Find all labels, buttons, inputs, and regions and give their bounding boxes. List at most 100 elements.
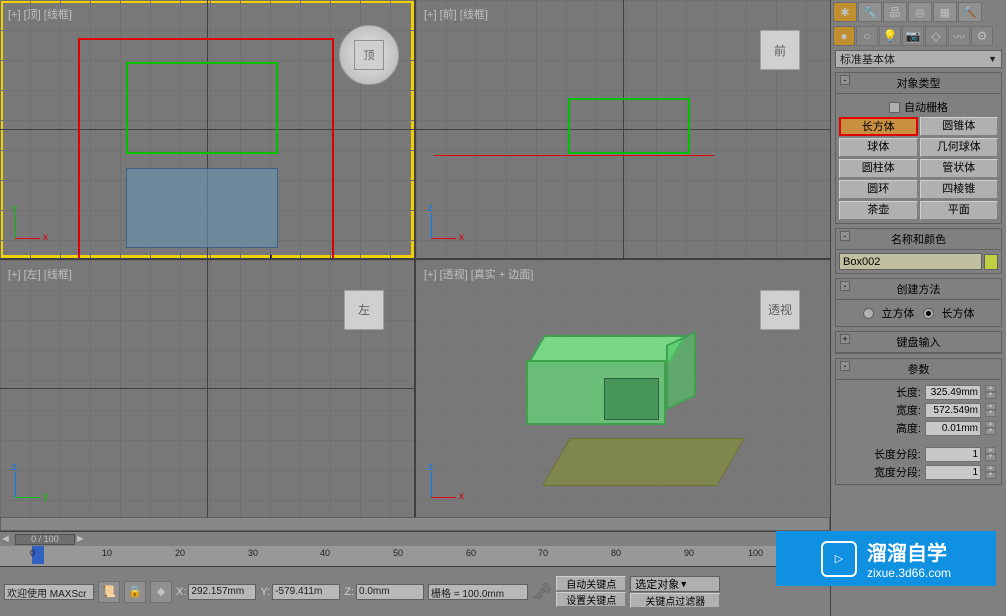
object-name-input[interactable] bbox=[839, 253, 982, 270]
rollout-toggle-icon[interactable]: - bbox=[840, 75, 850, 85]
lseg-label: 长度分段: bbox=[874, 446, 921, 462]
perspective-scene bbox=[516, 330, 726, 470]
wseg-down[interactable]: ▼ bbox=[985, 472, 996, 479]
viewport-left-label[interactable]: [+] [左] [线框] bbox=[8, 266, 72, 282]
lights-icon[interactable]: 💡 bbox=[879, 26, 901, 46]
viewcube-persp[interactable]: 透视 bbox=[760, 290, 800, 330]
coord-y-label: Y: bbox=[260, 586, 270, 598]
lock-icon[interactable]: 🔒 bbox=[124, 581, 146, 603]
coord-x-label: X: bbox=[176, 586, 186, 598]
modify-tab-icon[interactable]: 🔧 bbox=[858, 2, 882, 22]
height-down[interactable]: ▼ bbox=[985, 428, 996, 435]
keyboard-header[interactable]: + 键盘输入 bbox=[836, 332, 1001, 353]
pyramid-button[interactable]: 四棱锥 bbox=[920, 180, 999, 199]
length-down[interactable]: ▼ bbox=[985, 392, 996, 399]
width-down[interactable]: ▼ bbox=[985, 410, 996, 417]
spacewarps-icon[interactable]: 〰 bbox=[948, 26, 970, 46]
height-input[interactable] bbox=[925, 421, 981, 436]
name-color-rollout: - 名称和颜色 bbox=[835, 228, 1002, 274]
watermark-url: zixue.3d66.com bbox=[867, 566, 951, 580]
viewport-left[interactable]: [+] [左] [线框] 左 y z bbox=[0, 260, 414, 518]
box-button[interactable]: 长方体 bbox=[839, 117, 918, 136]
chevron-down-icon: ▼ bbox=[988, 54, 997, 64]
viewport-front-label[interactable]: [+] [前] [线框] bbox=[424, 6, 488, 22]
wseg-up[interactable]: ▲ bbox=[985, 465, 996, 472]
coord-y-input[interactable] bbox=[272, 584, 340, 600]
length-input[interactable] bbox=[925, 385, 981, 400]
cameras-icon[interactable]: 📷 bbox=[902, 26, 924, 46]
lseg-down[interactable]: ▼ bbox=[985, 454, 996, 461]
geometry-icon[interactable]: ● bbox=[833, 26, 855, 46]
width-input[interactable] bbox=[925, 403, 981, 418]
hierarchy-tab-icon[interactable]: 品 bbox=[883, 2, 907, 22]
misc-icon[interactable]: ◆ bbox=[150, 581, 172, 603]
cone-button[interactable]: 圆锥体 bbox=[920, 117, 999, 136]
coord-z-input[interactable] bbox=[356, 584, 424, 600]
time-slider[interactable]: 0 / 100 bbox=[15, 534, 75, 545]
selected-dropdown[interactable]: 选定对象▼ bbox=[630, 576, 720, 592]
viewcube-front[interactable]: 前 bbox=[760, 30, 800, 70]
plane-button[interactable]: 平面 bbox=[920, 201, 999, 220]
display-tab-icon[interactable]: ▦ bbox=[933, 2, 957, 22]
auto-grid-checkbox[interactable] bbox=[889, 102, 900, 113]
params-header[interactable]: - 参数 bbox=[836, 359, 1001, 380]
command-tabs: ✱ 🔧 品 ◎ ▦ 🔨 bbox=[831, 0, 1006, 24]
cylinder-button[interactable]: 圆柱体 bbox=[839, 159, 918, 178]
status-bar: 欢迎使用 MAXScr 📜 🔒 ◆ X: Y: Z: 栅格 = 100.0mm … bbox=[0, 566, 830, 616]
length-label: 长度: bbox=[896, 384, 921, 400]
height-up[interactable]: ▲ bbox=[985, 421, 996, 428]
viewport-perspective[interactable]: [+] [透视] [真实 + 边面] 透视 x z bbox=[416, 260, 830, 518]
cursor-icon: ✛ bbox=[265, 252, 277, 258]
viewport-scrollbar[interactable] bbox=[0, 517, 830, 531]
auto-key-button[interactable]: 自动关键点 bbox=[556, 576, 626, 591]
sphere-button[interactable]: 球体 bbox=[839, 138, 918, 157]
lseg-up[interactable]: ▲ bbox=[985, 447, 996, 454]
viewport-top[interactable]: [+] [顶] [线框] 顶 ✛ x y bbox=[0, 0, 414, 258]
object-color-swatch[interactable] bbox=[984, 254, 998, 270]
primitives-dropdown[interactable]: 标准基本体 ▼ bbox=[835, 50, 1002, 68]
length-up[interactable]: ▲ bbox=[985, 385, 996, 392]
slider-arrow-left[interactable]: ◄ bbox=[0, 533, 11, 545]
viewport-persp-label[interactable]: [+] [透视] [真实 + 边面] bbox=[424, 266, 533, 282]
creation-method-header[interactable]: - 创建方法 bbox=[836, 279, 1001, 300]
command-panel: ✱ 🔧 品 ◎ ▦ 🔨 ● ○ 💡 📷 ◇ 〰 ⚙ 标准基本体 ▼ - bbox=[830, 0, 1006, 616]
lseg-input[interactable] bbox=[925, 447, 981, 462]
viewcube-left[interactable]: 左 bbox=[344, 290, 384, 330]
green-object-top bbox=[126, 62, 278, 154]
torus-button[interactable]: 圆环 bbox=[839, 180, 918, 199]
object-type-rollout: - 对象类型 自动栅格 长方体 圆锥体 球体 几何球体 圆柱体 管状体 圆环 四… bbox=[835, 72, 1002, 224]
shapes-icon[interactable]: ○ bbox=[856, 26, 878, 46]
create-subtabs: ● ○ 💡 📷 ◇ 〰 ⚙ bbox=[831, 24, 1006, 48]
geosphere-button[interactable]: 几何球体 bbox=[920, 138, 999, 157]
teapot-button[interactable]: 茶壶 bbox=[839, 201, 918, 220]
helpers-icon[interactable]: ◇ bbox=[925, 26, 947, 46]
coord-x-input[interactable] bbox=[188, 584, 256, 600]
wseg-label: 宽度分段: bbox=[874, 464, 921, 480]
key-filter-button[interactable]: 关键点过滤器 bbox=[630, 593, 720, 608]
viewport-top-label[interactable]: [+] [顶] [线框] bbox=[8, 6, 72, 22]
systems-icon[interactable]: ⚙ bbox=[971, 26, 993, 46]
utilities-tab-icon[interactable]: 🔨 bbox=[958, 2, 982, 22]
viewport-front[interactable]: [+] [前] [线框] 前 x z bbox=[416, 0, 830, 258]
motion-tab-icon[interactable]: ◎ bbox=[908, 2, 932, 22]
cube-radio[interactable] bbox=[863, 308, 874, 319]
set-key-button[interactable]: 设置关键点 bbox=[556, 592, 626, 607]
script-icon[interactable]: 📜 bbox=[98, 581, 120, 603]
box-radio[interactable] bbox=[923, 308, 934, 319]
keyboard-rollout: + 键盘输入 bbox=[835, 331, 1002, 354]
viewports-grid: [+] [顶] [线框] 顶 ✛ x y [+] [ bbox=[0, 0, 830, 517]
slider-arrow-right[interactable]: ► bbox=[75, 533, 86, 545]
creation-method-rollout: - 创建方法 立方体 长方体 bbox=[835, 278, 1002, 327]
blue-object-top bbox=[126, 168, 278, 248]
name-color-header[interactable]: - 名称和颜色 bbox=[836, 229, 1001, 250]
timeline-ruler[interactable]: 0 10 20 30 40 50 60 70 80 90 100 bbox=[0, 546, 830, 566]
object-type-header[interactable]: - 对象类型 bbox=[836, 73, 1001, 94]
width-up[interactable]: ▲ bbox=[985, 403, 996, 410]
create-tab-icon[interactable]: ✱ bbox=[833, 2, 857, 22]
green-object-front bbox=[568, 98, 690, 154]
key-icon[interactable]: 🗝 bbox=[532, 582, 552, 602]
width-label: 宽度: bbox=[896, 402, 921, 418]
height-label: 高度: bbox=[896, 420, 921, 436]
wseg-input[interactable] bbox=[925, 465, 981, 480]
tube-button[interactable]: 管状体 bbox=[920, 159, 999, 178]
